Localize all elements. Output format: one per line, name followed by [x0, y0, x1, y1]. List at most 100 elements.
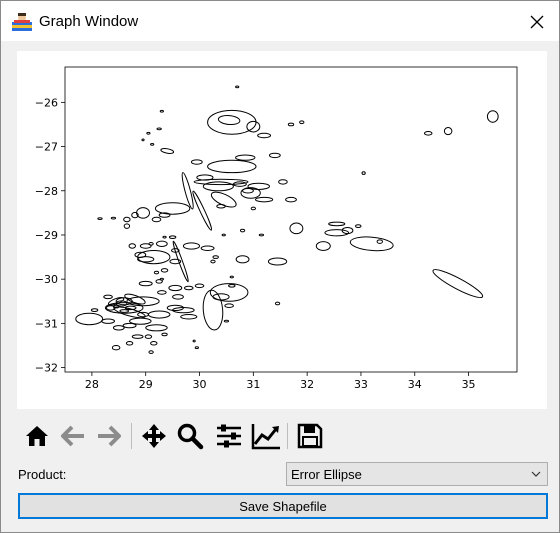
- forward-button[interactable]: [93, 419, 125, 453]
- navigation-toolbar: [21, 419, 341, 453]
- error-ellipse: [209, 283, 249, 302]
- error-ellipse: [150, 142, 155, 146]
- error-ellipse: [157, 290, 167, 295]
- error-ellipse: [443, 127, 453, 136]
- error-ellipse: [258, 233, 265, 237]
- home-button[interactable]: [21, 419, 53, 453]
- error-ellipse: [110, 216, 117, 220]
- error-ellipse: [153, 270, 160, 275]
- error-ellipse: [162, 235, 167, 239]
- y-tick-label: −28: [35, 185, 58, 198]
- product-selected-value: Error Ellipse: [291, 467, 362, 482]
- error-ellipse: [144, 334, 153, 339]
- error-ellipse: [183, 285, 194, 291]
- error-ellipse: [146, 131, 151, 135]
- save-icon: [297, 423, 323, 449]
- save-shapefile-button[interactable]: Save Shapefile: [18, 493, 548, 519]
- y-tick-label: −31: [35, 317, 58, 330]
- error-ellipse: [125, 341, 134, 346]
- error-ellipse: [168, 284, 183, 292]
- error-ellipse: [180, 314, 198, 320]
- error-ellipse: [355, 224, 362, 228]
- error-ellipse: [119, 309, 129, 313]
- error-ellipse: [361, 171, 366, 175]
- error-ellipse: [486, 110, 499, 123]
- y-tick-label: −26: [35, 96, 58, 109]
- error-ellipse: [134, 251, 147, 259]
- error-ellipse: [315, 241, 331, 251]
- back-button[interactable]: [57, 419, 89, 453]
- save-figure-button[interactable]: [294, 419, 326, 453]
- error-ellipse: [192, 339, 196, 343]
- error-ellipse: [228, 283, 236, 288]
- error-ellipse: [115, 300, 128, 307]
- edit-axis-button[interactable]: [250, 419, 282, 453]
- error-ellipse: [287, 122, 295, 127]
- error-ellipse: [131, 334, 144, 339]
- error-ellipse: [257, 132, 272, 139]
- error-ellipse: [112, 325, 125, 331]
- y-tick-label: −32: [35, 362, 58, 375]
- error-ellipse: [246, 120, 261, 133]
- x-tick-label: 31: [246, 378, 260, 391]
- plot-canvas[interactable]: 28 29 30 31 32 33 34 35 −26 −27 −28 −29 −30 −31 −32: [17, 51, 547, 409]
- error-ellipse: [172, 240, 189, 283]
- error-ellipse: [224, 303, 234, 308]
- error-ellipse: [90, 308, 99, 312]
- error-ellipse: [324, 229, 350, 237]
- error-ellipse: [129, 317, 152, 325]
- error-ellipse: [328, 221, 346, 227]
- error-ellipse: [267, 257, 288, 266]
- error-ellipse: [137, 311, 149, 318]
- error-ellipse: [111, 344, 121, 351]
- zoom-icon: [177, 423, 204, 450]
- error-ellipse: [151, 216, 162, 223]
- error-ellipse: [212, 293, 230, 301]
- title-bar: Graph Window: [1, 1, 559, 41]
- error-ellipse: [196, 174, 214, 181]
- close-button[interactable]: [523, 9, 551, 35]
- error-ellipse: [221, 233, 226, 237]
- error-ellipse: [210, 259, 216, 264]
- error-ellipse: [156, 127, 162, 131]
- error-ellipse: [172, 294, 184, 300]
- error-ellipse: [154, 202, 191, 215]
- error-ellipse: [123, 223, 131, 229]
- zoom-button[interactable]: [174, 419, 206, 453]
- toolbar-separator: [131, 423, 132, 449]
- error-ellipse: [254, 196, 274, 203]
- home-icon: [26, 426, 48, 446]
- x-tick-label: 29: [139, 378, 153, 391]
- x-tick-label: 32: [300, 378, 314, 391]
- error-ellipse: [139, 243, 152, 249]
- error-ellipse: [115, 297, 133, 306]
- configure-subplots-button[interactable]: [213, 419, 245, 453]
- error-ellipse: [239, 228, 246, 233]
- error-ellipse: [376, 239, 383, 244]
- error-ellipse: [223, 319, 230, 323]
- error-ellipse: [341, 226, 354, 235]
- arrow-right-icon: [98, 425, 121, 447]
- x-tick-label: 33: [354, 378, 368, 391]
- error-ellipse: [126, 296, 160, 307]
- error-ellipse: [229, 275, 234, 279]
- error-ellipse: [75, 312, 104, 326]
- error-ellipse: [131, 211, 139, 219]
- error-ellipse: [210, 191, 237, 208]
- error-ellipse: [168, 235, 177, 240]
- error-ellipse: [169, 258, 182, 265]
- y-tick-label: −27: [35, 141, 58, 154]
- error-ellipse: [160, 268, 169, 273]
- product-dropdown[interactable]: Error Ellipse: [286, 462, 548, 486]
- error-ellipse: [124, 305, 137, 311]
- error-ellipse: [147, 310, 171, 319]
- error-ellipse: [235, 85, 240, 89]
- error-ellipse: [202, 289, 224, 331]
- error-ellipse: [289, 222, 304, 235]
- error-ellipse: [123, 216, 131, 223]
- pan-button[interactable]: [138, 419, 170, 453]
- error-ellipse: [103, 294, 113, 300]
- error-ellipse: [232, 181, 247, 187]
- error-ellipse: [285, 196, 297, 203]
- error-ellipse: [104, 302, 144, 314]
